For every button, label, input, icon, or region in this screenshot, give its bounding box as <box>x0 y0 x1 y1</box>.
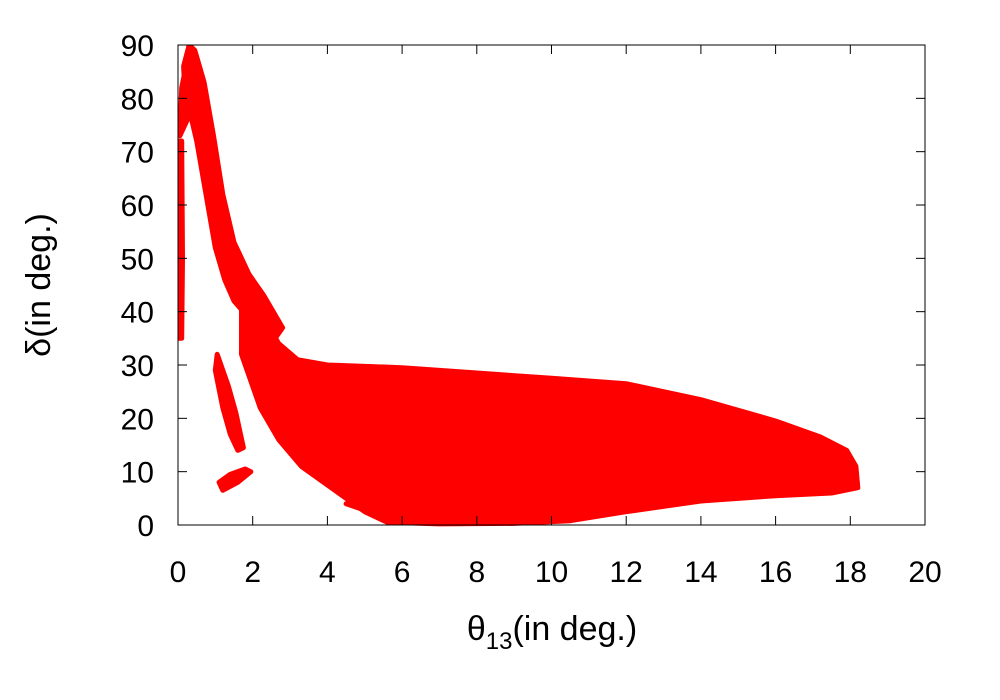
x-tick-label: 12 <box>610 556 643 589</box>
y-axis-label: δ(in deg.) <box>20 213 58 357</box>
y-tick-label: 60 <box>121 190 154 223</box>
point-region-island-upper <box>212 351 246 453</box>
x-tick-label: 4 <box>319 556 336 589</box>
x-axis-label: θ13(in deg.) <box>467 610 637 655</box>
point-region-main-band <box>239 271 861 527</box>
x-tick-label: 6 <box>394 556 411 589</box>
y-tick-label: 0 <box>137 510 154 543</box>
x-tick-label: 18 <box>834 556 867 589</box>
x-label-symbol: θ <box>467 610 486 648</box>
x-tick-label: 16 <box>759 556 792 589</box>
y-tick-label: 40 <box>121 297 154 330</box>
point-region-island-lower <box>216 466 254 493</box>
point-region-filament-tail <box>343 501 390 519</box>
x-tick-label: 8 <box>468 556 485 589</box>
x-tick-label: 20 <box>908 556 941 589</box>
y-label-text: (in deg.) <box>20 213 58 338</box>
y-tick-label: 90 <box>121 30 154 63</box>
point-region-upper-arm <box>181 45 286 347</box>
y-tick-label: 80 <box>121 83 154 116</box>
point-region-left-strip <box>178 138 185 341</box>
x-tick-label: 2 <box>244 556 261 589</box>
point-region-lower-filament <box>287 405 390 515</box>
y-tick-label: 10 <box>121 457 154 490</box>
x-tick-label: 10 <box>535 556 568 589</box>
y-tick-label: 20 <box>121 403 154 436</box>
y-tick-label: 70 <box>121 137 154 170</box>
y-tick-label: 50 <box>121 243 154 276</box>
data-points <box>178 45 861 527</box>
x-label-text: (in deg.) <box>512 610 637 648</box>
x-label-subscript: 13 <box>486 628 513 655</box>
point-region-tip <box>178 47 194 139</box>
x-tick-label: 14 <box>684 556 717 589</box>
y-label-symbol: δ <box>20 338 58 357</box>
x-axis: 0 2 4 6 8 10 12 14 16 18 20 <box>170 45 942 589</box>
y-axis: 0 10 20 30 40 50 60 70 80 90 <box>121 30 925 543</box>
x-tick-label: 0 <box>170 556 187 589</box>
y-tick-label: 30 <box>121 350 154 383</box>
